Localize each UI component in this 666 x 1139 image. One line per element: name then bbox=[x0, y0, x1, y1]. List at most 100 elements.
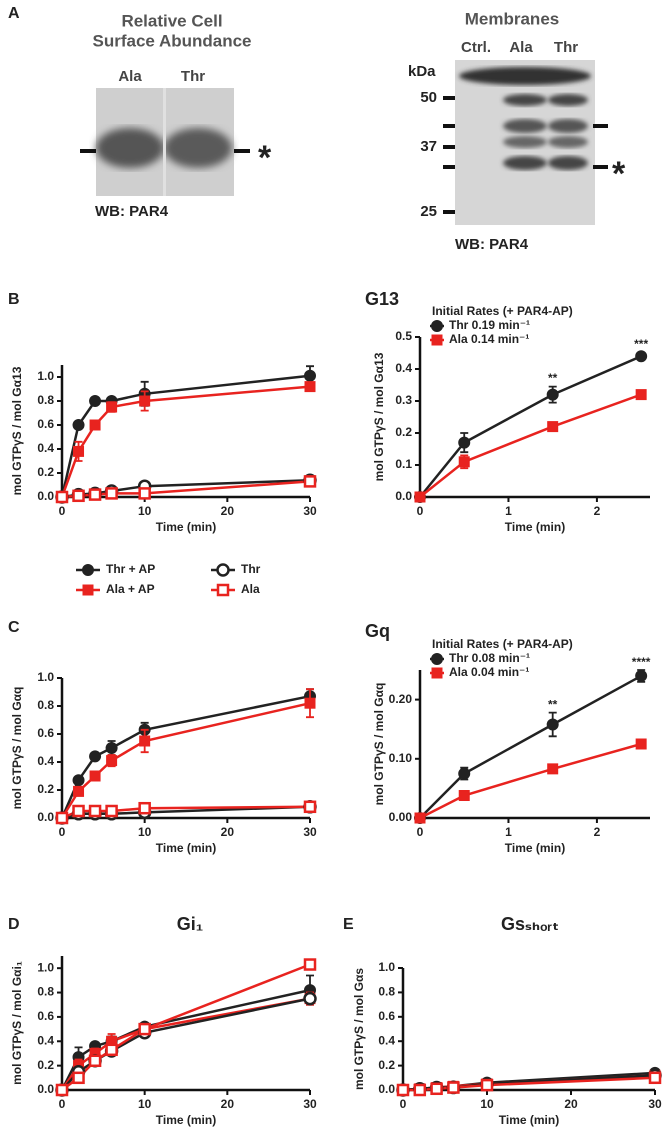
marker bbox=[396, 1083, 410, 1097]
marker bbox=[105, 742, 118, 754]
x-tick-label: 30 bbox=[303, 504, 317, 518]
marker bbox=[138, 1022, 151, 1036]
y-tick-label: 1.0 bbox=[378, 960, 395, 974]
significance-label: **** bbox=[632, 655, 651, 669]
marker bbox=[139, 395, 151, 407]
x-axis-label: Time (min) bbox=[156, 1113, 216, 1127]
y-tick-label: 0.6 bbox=[378, 1009, 395, 1023]
y-tick-label: 0.2 bbox=[37, 465, 54, 479]
x-axis-label: Time (min) bbox=[505, 520, 565, 534]
legend-label: Thr + AP bbox=[106, 562, 155, 576]
band-asterisk: * bbox=[258, 139, 272, 177]
marker bbox=[55, 1083, 69, 1097]
y-tick-label: 0.2 bbox=[395, 425, 412, 439]
marker bbox=[458, 767, 471, 780]
marker bbox=[447, 1081, 460, 1094]
blot-title: Surface Abundance bbox=[92, 31, 251, 50]
legend-label: Ala 0.04 min⁻¹ bbox=[449, 665, 529, 679]
marker bbox=[480, 1078, 494, 1092]
mw-label: 50 bbox=[420, 89, 437, 106]
marker bbox=[547, 421, 559, 433]
marker bbox=[72, 419, 85, 431]
series-line bbox=[419, 393, 642, 498]
legend-label: Ala + AP bbox=[106, 582, 155, 596]
marker bbox=[635, 350, 648, 363]
y-axis-label: mol GTPγS / mol Gα13 bbox=[10, 366, 24, 495]
panel-label: B bbox=[8, 291, 20, 308]
chart-title: G13 bbox=[365, 289, 399, 309]
marker bbox=[138, 801, 151, 815]
y-tick-label: 0.1 bbox=[395, 457, 412, 471]
x-tick-label: 2 bbox=[594, 504, 601, 518]
x-tick-label: 10 bbox=[138, 504, 152, 518]
y-tick-label: 0.5 bbox=[395, 329, 412, 343]
lane-label: Ala bbox=[118, 68, 142, 85]
x-tick-label: 0 bbox=[59, 825, 66, 839]
significance-label: ** bbox=[548, 371, 558, 385]
marker bbox=[106, 401, 118, 413]
legend-label: Ala 0.14 min⁻¹ bbox=[449, 332, 529, 346]
marker bbox=[105, 487, 118, 500]
marker bbox=[304, 697, 316, 709]
y-tick-label: 0.2 bbox=[378, 1058, 395, 1072]
y-tick-label: 0.4 bbox=[395, 361, 412, 375]
x-axis-label: Time (min) bbox=[499, 1113, 559, 1127]
x-tick-label: 0 bbox=[417, 504, 424, 518]
x-tick-label: 0 bbox=[59, 504, 66, 518]
marker bbox=[139, 735, 151, 747]
legend-title: Initial Rates (+ PAR4-AP) bbox=[432, 637, 573, 651]
y-axis-label: mol GTPγS / mol Gαq bbox=[372, 683, 386, 806]
significance-label: ** bbox=[548, 698, 558, 712]
blot-image bbox=[96, 88, 234, 196]
y-tick-label: 0.8 bbox=[37, 393, 54, 407]
marker bbox=[73, 445, 85, 457]
marker bbox=[304, 369, 316, 382]
x-tick-label: 0 bbox=[400, 1097, 407, 1111]
blot-title: Relative Cell bbox=[121, 11, 222, 30]
panel-label: D bbox=[8, 916, 20, 933]
marker bbox=[73, 785, 85, 797]
marker bbox=[72, 1071, 85, 1085]
marker bbox=[413, 1083, 427, 1097]
series-line bbox=[419, 355, 642, 498]
x-tick-label: 30 bbox=[648, 1097, 662, 1111]
y-tick-label: 0.6 bbox=[37, 726, 54, 740]
lane-label: Thr bbox=[554, 39, 578, 56]
y-tick-label: 0.00 bbox=[389, 810, 413, 824]
marker bbox=[547, 763, 559, 775]
x-tick-label: 20 bbox=[221, 825, 235, 839]
y-axis-label: mol GTPγS / mol Gαq bbox=[10, 687, 24, 810]
y-tick-label: 0.3 bbox=[395, 393, 412, 407]
marker bbox=[89, 770, 101, 782]
x-axis-label: Time (min) bbox=[156, 841, 216, 855]
legend-marker bbox=[82, 584, 94, 596]
marker bbox=[648, 1071, 662, 1085]
blot-image bbox=[455, 60, 595, 225]
x-axis-label: Time (min) bbox=[505, 841, 565, 855]
y-tick-label: 0.0 bbox=[378, 1082, 395, 1096]
legend-marker bbox=[431, 653, 443, 665]
antibody-label: WB: PAR4 bbox=[95, 203, 169, 220]
series-line bbox=[419, 742, 642, 820]
antibody-label: WB: PAR4 bbox=[455, 236, 529, 253]
series-line bbox=[60, 374, 311, 498]
y-tick-label: 0.2 bbox=[37, 782, 54, 796]
band-asterisk: * bbox=[612, 155, 626, 193]
y-tick-label: 0.0 bbox=[37, 810, 54, 824]
y-tick-label: 1.0 bbox=[37, 670, 54, 684]
y-tick-label: 0.4 bbox=[378, 1033, 395, 1047]
marker bbox=[55, 490, 69, 504]
marker bbox=[72, 804, 85, 818]
marker bbox=[88, 488, 102, 501]
y-tick-label: 1.0 bbox=[37, 960, 54, 974]
chart-title: Gq bbox=[365, 621, 390, 641]
marker bbox=[458, 456, 470, 468]
y-axis-label: mol GTPγS / mol Gαs bbox=[352, 968, 366, 1090]
x-tick-label: 1 bbox=[505, 825, 512, 839]
y-axis-label: mol GTPγS / mol Gα13 bbox=[372, 352, 386, 481]
x-tick-label: 10 bbox=[480, 1097, 494, 1111]
y-tick-label: 0.8 bbox=[37, 698, 54, 712]
legend-marker bbox=[216, 563, 230, 577]
y-tick-label: 0.0 bbox=[37, 489, 54, 503]
marker bbox=[88, 804, 102, 818]
